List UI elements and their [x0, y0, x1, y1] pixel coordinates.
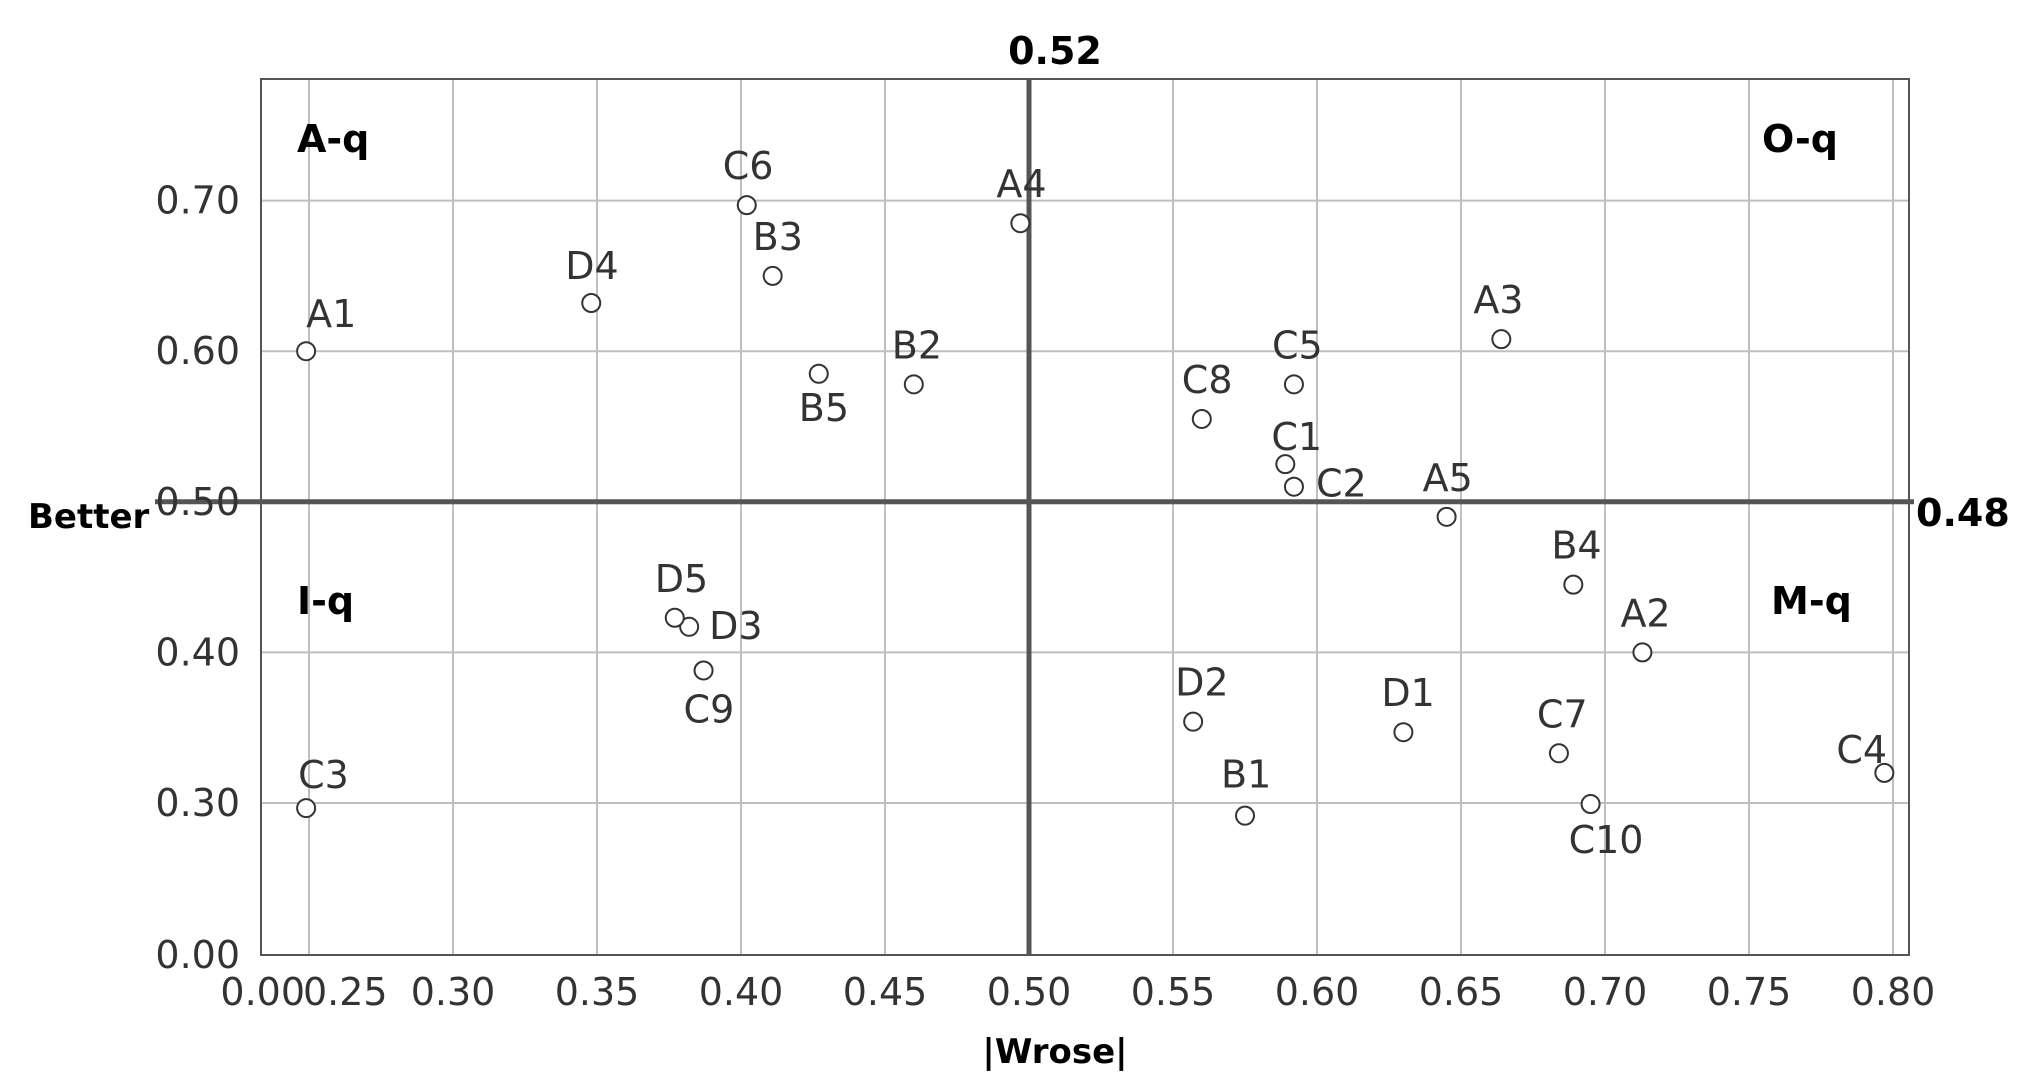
x-tick-label: 0.45	[843, 970, 928, 1014]
data-points	[296, 195, 1895, 826]
x-tick-label: 0.75	[1707, 970, 1792, 1014]
point-label-d4: D4	[565, 244, 618, 288]
x-tick-label: 0.50	[987, 970, 1072, 1014]
point-label-c5: C5	[1272, 323, 1323, 367]
y-tick-label: 0.70	[155, 179, 240, 223]
point-label-d3: D3	[709, 604, 762, 648]
point-d1	[1393, 722, 1414, 743]
horizontal-reference-label: 0.48	[1916, 491, 2010, 535]
plot-frame	[260, 78, 1910, 956]
point-a5	[1436, 506, 1457, 527]
point-c8	[1191, 408, 1212, 429]
point-label-b5: B5	[799, 386, 849, 430]
point-b5	[808, 363, 829, 384]
point-a3	[1491, 329, 1512, 350]
point-a2	[1632, 642, 1653, 663]
x-tick-label: 0.30	[411, 970, 496, 1014]
x-tick-label: 0.80	[1851, 970, 1936, 1014]
point-c5	[1283, 374, 1304, 395]
point-label-a5: A5	[1423, 456, 1473, 500]
x-tick-labels: 0.000.25 0.30 0.35 0.40 0.45 0.50 0.55 0.60 0.65…	[220, 970, 1935, 1014]
point-label-c1: C1	[1271, 415, 1322, 459]
point-label-c3: C3	[298, 753, 349, 797]
point-label-c10: C10	[1569, 818, 1644, 862]
point-label-b1: B1	[1221, 753, 1271, 797]
point-label-b2: B2	[892, 323, 942, 367]
point-label-c6: C6	[723, 144, 774, 188]
x-tick-label: 0.35	[555, 970, 640, 1014]
x-tick-label: 0.25	[303, 970, 388, 1014]
point-d2	[1183, 711, 1204, 732]
point-c3	[296, 798, 317, 819]
point-label-d1: D1	[1381, 671, 1434, 715]
point-b3	[762, 265, 783, 286]
point-label-c4: C4	[1836, 728, 1887, 772]
point-label-c2: C2	[1316, 462, 1367, 506]
point-label-b4: B4	[1551, 524, 1601, 568]
y-tick-label: 0.00	[155, 933, 240, 977]
y-tick-label: 0.50	[155, 480, 240, 524]
point-label-d2: D2	[1175, 661, 1228, 705]
point-d4	[581, 293, 602, 314]
point-c1	[1275, 454, 1296, 475]
y-tick-label: 0.40	[155, 630, 240, 674]
x-tick-label: 0.60	[1275, 970, 1360, 1014]
quadrant-label-bottom-left: I-q	[297, 579, 354, 623]
y-tick-labels: 0.00 0.30 0.40 0.50 0.60 0.70	[155, 179, 240, 977]
point-label-a1: A1	[306, 292, 356, 336]
y-tick-label: 0.60	[155, 329, 240, 373]
point-label-b3: B3	[753, 215, 803, 259]
point-label-c9: C9	[684, 687, 735, 731]
point-label-a4: A4	[996, 162, 1046, 206]
point-b2	[903, 374, 924, 395]
point-c4	[1874, 762, 1895, 783]
point-a1	[296, 341, 317, 362]
point-a4	[1010, 213, 1031, 234]
y-tick-label: 0.30	[155, 781, 240, 825]
quadrant-label-top-left: A-q	[297, 117, 369, 161]
point-label-c8: C8	[1182, 358, 1233, 402]
x-axis-title: |Wrose|	[982, 1032, 1127, 1072]
point-b4	[1563, 574, 1584, 595]
vertical-reference-label: 0.52	[1008, 29, 1102, 73]
y-axis-title: Better	[28, 497, 150, 537]
point-label-d5: D5	[655, 557, 708, 601]
point-b1	[1235, 805, 1255, 826]
x-tick-label: 0.55	[1131, 970, 1216, 1014]
x-tick-label: 0.00	[220, 970, 305, 1014]
point-label-a2: A2	[1620, 591, 1670, 635]
point-label-c7: C7	[1537, 692, 1588, 736]
point-d3	[679, 616, 700, 637]
quadrant-label-bottom-right: M-q	[1771, 579, 1852, 623]
point-label-a3: A3	[1473, 278, 1523, 322]
x-tick-label: 0.65	[1419, 970, 1504, 1014]
point-c6	[736, 195, 757, 216]
point-d5	[664, 607, 685, 628]
point-c9	[693, 660, 714, 681]
x-tick-label: 0.40	[699, 970, 784, 1014]
quadrant-label-top-right: O-q	[1762, 117, 1838, 161]
point-c10	[1580, 794, 1601, 815]
x-tick-label: 0.70	[1563, 970, 1648, 1014]
point-c2	[1283, 476, 1304, 497]
point-c7	[1548, 743, 1569, 764]
